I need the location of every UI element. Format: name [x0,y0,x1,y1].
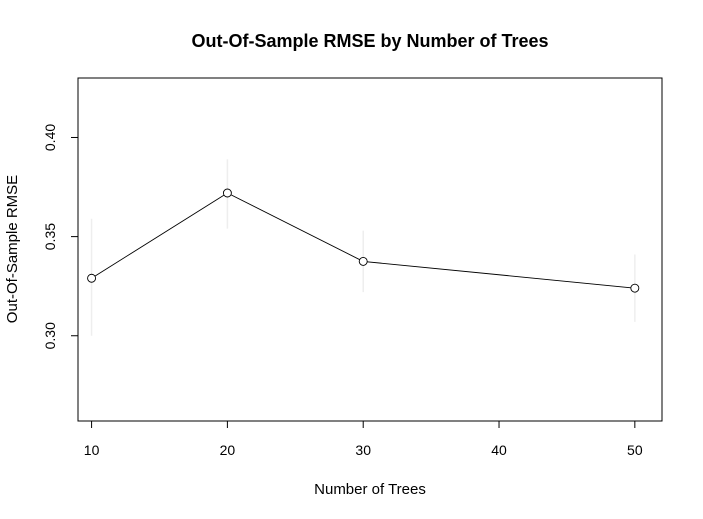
chart-title: Out-Of-Sample RMSE by Number of Trees [191,31,548,51]
y-tick-label: 0.30 [42,322,58,349]
data-point [87,273,97,283]
plot-frame [77,77,663,422]
y-tick-label: 0.35 [42,223,58,250]
x-tick-label: 50 [627,442,643,458]
x-tick-label: 40 [491,442,507,458]
x-tick-label: 30 [355,442,371,458]
y-axis: 0.30 0.35 0.40 [42,124,79,349]
series-line [91,192,635,289]
data-point [222,188,232,198]
data-point [358,256,368,266]
y-axis-label: Out-Of-Sample RMSE [4,175,21,323]
error-bars [90,159,636,336]
series [87,188,640,293]
x-axis-label: Number of Trees [314,481,426,498]
x-axis: 10 20 30 40 50 [84,420,643,458]
x-tick-label: 20 [220,442,236,458]
data-point [630,283,640,293]
x-tick-label: 10 [84,442,100,458]
y-tick-label: 0.40 [42,124,58,151]
